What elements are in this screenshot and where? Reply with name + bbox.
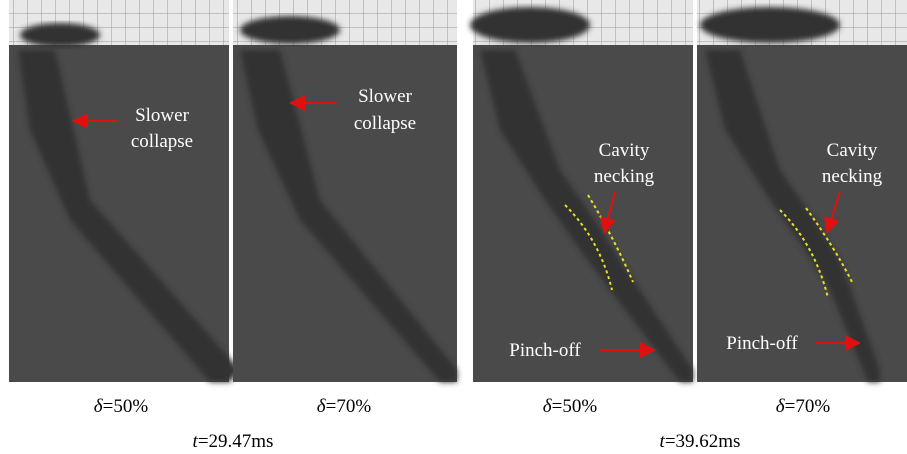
- annotation-label: necking: [822, 166, 883, 187]
- time-label: t=29.47ms: [193, 431, 274, 452]
- time-text: =29.47ms: [198, 431, 274, 452]
- caption-text: =70%: [785, 396, 831, 417]
- panels: [9, 0, 907, 382]
- annotation-label: collapse: [354, 113, 416, 134]
- figure: Slower collapse Slower collapse Cavity n…: [0, 0, 907, 454]
- annotation-label: Slower: [135, 105, 190, 126]
- annotation-label: necking: [594, 166, 655, 187]
- panel-caption: δ=50%: [543, 396, 598, 417]
- captions: δ=50% δ=70% δ=50% δ=70% t=29.47ms t=39.6…: [94, 396, 831, 452]
- photo-panel: [697, 0, 907, 382]
- annotation-label: Cavity: [827, 140, 878, 161]
- photo-panel: [9, 0, 240, 382]
- caption-text: =50%: [103, 396, 149, 417]
- panel-caption: δ=70%: [776, 396, 831, 417]
- time-text: =39.62ms: [665, 431, 741, 452]
- annotation-label: Cavity: [599, 140, 650, 161]
- photo-panel: [233, 0, 457, 382]
- panel-caption: δ=70%: [317, 396, 372, 417]
- panel-caption: δ=50%: [94, 396, 149, 417]
- caption-text: =50%: [552, 396, 598, 417]
- caption-text: =70%: [326, 396, 372, 417]
- time-label: t=39.62ms: [660, 431, 741, 452]
- annotation-label: Pinch-off: [509, 340, 581, 361]
- annotation-label: collapse: [131, 131, 193, 152]
- photo-panel: [470, 0, 693, 382]
- annotation-label: Pinch-off: [726, 333, 798, 354]
- annotation-label: Slower: [358, 86, 413, 107]
